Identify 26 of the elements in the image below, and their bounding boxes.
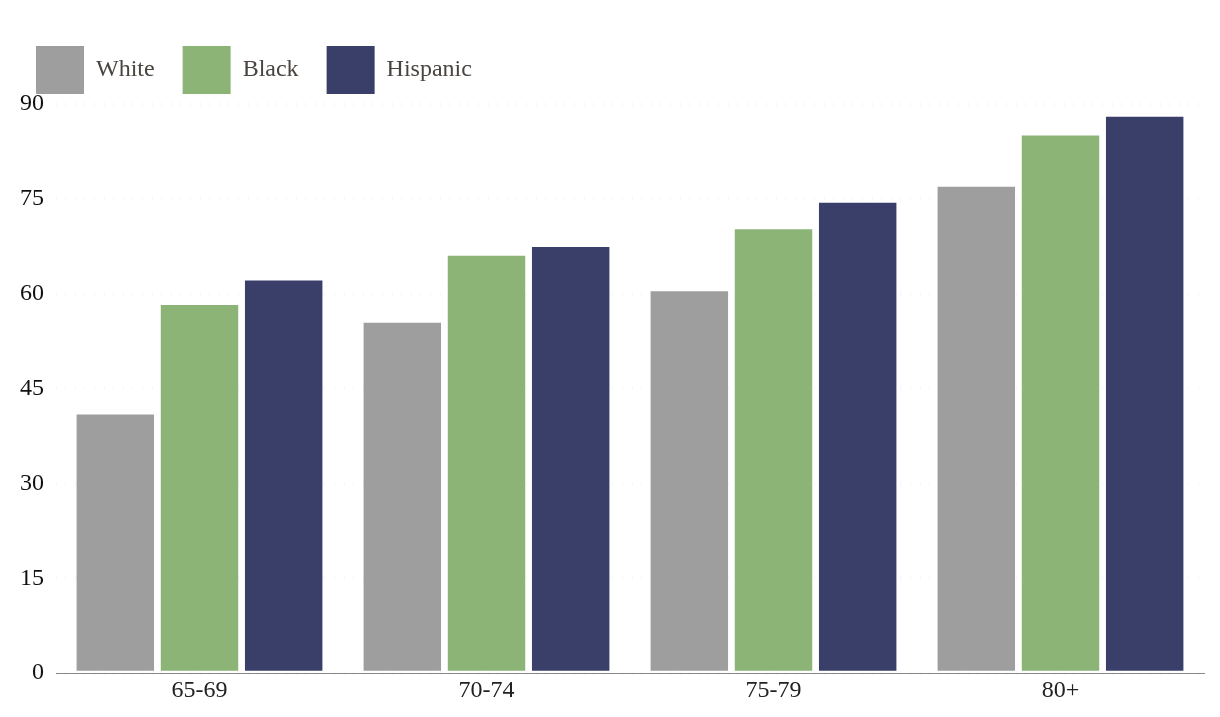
- y-tick-label: 0: [32, 658, 44, 685]
- y-tick-label: 45: [20, 373, 44, 400]
- bar: [76, 414, 155, 671]
- y-tick-label: 60: [20, 279, 44, 306]
- x-tick-label: 65-69: [171, 675, 228, 702]
- x-tick-label: 70-74: [458, 675, 515, 702]
- bar: [1021, 135, 1100, 671]
- bar: [650, 291, 729, 671]
- bar: [363, 322, 442, 671]
- bar: [734, 229, 813, 671]
- bar: [531, 246, 610, 671]
- bar: [447, 255, 526, 671]
- y-tick-label: 30: [20, 468, 44, 495]
- x-tick-label: 80+: [1041, 675, 1080, 702]
- bar: [818, 202, 897, 671]
- bar: [1105, 116, 1184, 671]
- legend-label: Hispanic: [386, 55, 472, 82]
- bar: [937, 186, 1016, 671]
- y-tick-label: 15: [20, 563, 44, 590]
- legend-label: Black: [242, 55, 299, 82]
- bar: [160, 305, 239, 671]
- y-tick-label: 75: [20, 184, 44, 211]
- x-tick-label: 75-79: [745, 675, 802, 702]
- legend-label: White: [96, 55, 155, 82]
- y-tick-label: 90: [20, 89, 44, 116]
- bar: [244, 280, 323, 671]
